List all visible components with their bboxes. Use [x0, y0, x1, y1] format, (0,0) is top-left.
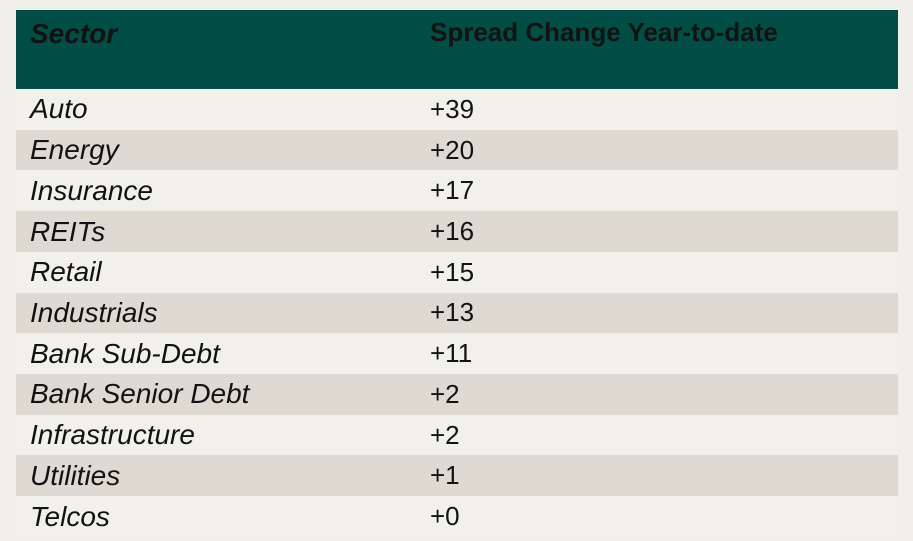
spread-change-table: Sector Spread Change Year-to-date Auto +3…: [16, 10, 898, 537]
table-row: Insurance +17: [16, 170, 898, 212]
sector-cell: Auto: [30, 93, 88, 125]
spread-value-cell: +16: [430, 216, 475, 247]
table-row: REITs +16: [16, 211, 898, 252]
table-row: Auto +39: [16, 89, 898, 130]
table-row: Telcos +0: [16, 496, 898, 537]
spread-value-cell: +2: [430, 419, 460, 450]
spread-value-cell: +20: [430, 134, 475, 165]
table-header-row: Sector Spread Change Year-to-date: [16, 10, 898, 89]
sector-cell: Energy: [30, 134, 119, 166]
spread-value-cell: +15: [430, 256, 475, 287]
table-row: Bank Sub-Debt +11: [16, 333, 898, 375]
sector-cell: Bank Senior Debt: [30, 378, 250, 410]
table-row: Energy +20: [16, 129, 898, 171]
table-row: Industrials +13: [16, 292, 898, 334]
sector-cell: Bank Sub-Debt: [30, 337, 220, 369]
table-body: Auto +39 Energy +20 Insurance +17 REITs +16 Reta…: [16, 89, 898, 537]
sector-cell: Insurance: [30, 174, 153, 206]
sector-cell: Industrials: [30, 296, 158, 328]
sector-cell: Telcos: [30, 500, 110, 532]
spread-value-cell: +39: [430, 93, 475, 124]
table-row: Retail +15: [16, 251, 898, 293]
header-sector: Sector: [30, 18, 118, 49]
sector-cell: Infrastructure: [30, 419, 195, 451]
header-spread-change-ytd: Spread Change Year-to-date: [430, 17, 778, 47]
spread-value-cell: +11: [430, 338, 473, 369]
sector-cell: Utilities: [30, 459, 121, 491]
sector-cell: Retail: [30, 256, 102, 288]
spread-value-cell: +0: [430, 501, 460, 532]
table-row: Bank Senior Debt +2: [16, 374, 898, 415]
spread-value-cell: +17: [430, 175, 475, 206]
sector-cell: REITs: [30, 215, 106, 247]
spread-value-cell: +2: [430, 378, 460, 409]
spread-value-cell: +1: [430, 460, 460, 491]
table-row: Utilities +1: [16, 455, 898, 497]
table-row: Infrastructure +2: [16, 414, 898, 456]
spread-value-cell: +13: [430, 297, 475, 328]
